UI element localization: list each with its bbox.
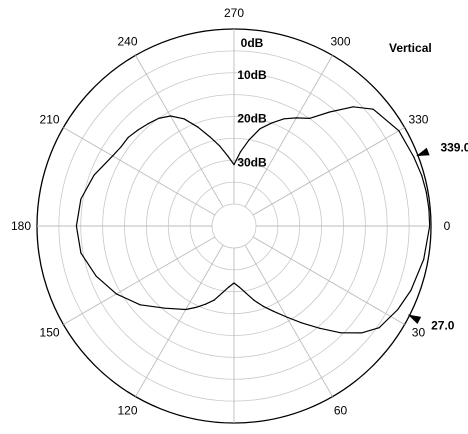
series-point	[295, 117, 298, 119]
series-point	[273, 310, 275, 312]
chart-title: Vertical	[389, 41, 432, 55]
series-point	[410, 289, 412, 291]
series-point	[80, 198, 82, 200]
angle-tick-label: 30	[412, 326, 426, 340]
series-point	[233, 164, 235, 166]
series-point	[185, 308, 187, 311]
marker-label: 339.0	[440, 141, 468, 155]
grid-spoke	[244, 244, 333, 397]
grid-spoke	[135, 244, 224, 397]
series-point	[248, 139, 250, 141]
series-point	[423, 258, 425, 261]
series-point	[93, 174, 95, 176]
radial-label: 20dB	[237, 112, 267, 126]
grid-spoke	[252, 127, 405, 216]
grid-spoke	[63, 236, 216, 325]
series-point	[137, 129, 139, 131]
marker-triangle	[407, 314, 422, 324]
angle-tick-label: 180	[11, 219, 31, 233]
series-point	[352, 106, 354, 108]
series-point	[245, 292, 247, 294]
series-point	[169, 115, 172, 117]
series-point	[158, 117, 160, 119]
grid-spoke	[63, 127, 216, 216]
series-point	[378, 327, 380, 329]
series-point	[147, 123, 149, 125]
series-point	[195, 306, 197, 308]
series-point	[372, 108, 374, 110]
angle-tick-label: 150	[40, 326, 60, 340]
radial-label: 10dB	[237, 68, 267, 82]
grid-ring	[211, 203, 257, 249]
angle-tick-label: 240	[117, 35, 137, 49]
radial-labels: 0dB 10dB 20dB 30dB	[237, 36, 267, 169]
radial-label: 30dB	[237, 155, 267, 169]
angle-tick-label: 120	[117, 403, 137, 417]
series-point	[262, 305, 264, 307]
series-point	[253, 299, 255, 301]
series-point	[239, 151, 242, 153]
series-point	[340, 332, 342, 334]
series-point	[270, 122, 273, 124]
angle-tick-label: 330	[408, 113, 428, 127]
series-point	[213, 299, 215, 301]
series-point	[329, 111, 331, 113]
series-point	[221, 292, 223, 294]
series-point	[120, 146, 122, 148]
series-point	[421, 175, 423, 177]
grid-spoke	[252, 236, 405, 325]
series-point	[319, 327, 321, 329]
series-point	[429, 225, 431, 227]
series-point	[259, 128, 261, 130]
series-point	[112, 155, 114, 157]
series-point	[233, 282, 235, 284]
angle-tick-label: 60	[334, 403, 348, 417]
series-point	[283, 118, 285, 120]
series-group	[75, 106, 431, 334]
marker-label: 27.0	[431, 318, 455, 332]
series-point	[428, 208, 430, 210]
series-point	[183, 118, 185, 120]
series-point	[398, 130, 400, 132]
polar-grid	[36, 28, 432, 424]
series-point	[164, 307, 166, 309]
angle-ticks: 0 30 60 90 120 150 180 210 240 270 300 330	[11, 6, 451, 434]
angle-tick-label: 210	[40, 113, 60, 127]
markers-group: 339.0 27.0	[407, 141, 468, 332]
radial-label: 0dB	[241, 36, 264, 50]
series-point	[228, 286, 230, 288]
series-point	[75, 225, 77, 227]
series-point	[204, 303, 207, 305]
series-point	[197, 126, 199, 128]
marker-triangle	[416, 147, 430, 157]
series-point	[238, 286, 240, 288]
grid-spoke	[135, 55, 224, 208]
series-point	[360, 332, 363, 334]
series-point	[425, 191, 427, 193]
angle-tick-label: 0	[444, 219, 451, 233]
series-point	[308, 117, 310, 119]
series-point	[301, 322, 303, 324]
series-point	[80, 252, 82, 254]
series-point	[127, 136, 129, 138]
series-point	[227, 155, 229, 157]
series-point	[413, 156, 415, 158]
series-point	[95, 275, 97, 277]
series-point	[115, 293, 118, 295]
series-point	[219, 145, 221, 147]
angle-tick-label: 270	[224, 6, 244, 20]
series-point	[209, 136, 211, 138]
angle-tick-label: 300	[330, 35, 350, 49]
series-point	[285, 316, 288, 318]
series-point	[397, 308, 399, 311]
angle-tick-label: 90	[227, 432, 241, 434]
grid-spoke	[244, 55, 333, 208]
series-point	[139, 304, 141, 306]
